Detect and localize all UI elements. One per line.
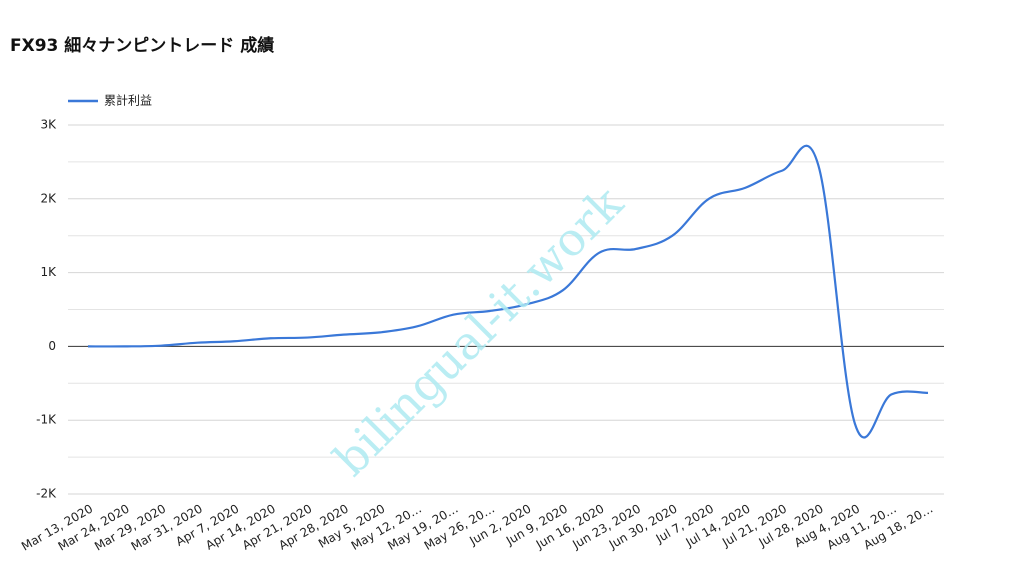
y-tick-label: -2K (36, 487, 57, 501)
watermark: bilingual-it.work (323, 175, 634, 486)
y-tick-label: 1K (40, 265, 57, 279)
y-tick-label: -1K (36, 413, 57, 427)
y-tick-label: 0 (48, 339, 56, 353)
legend-label: 累計利益 (104, 93, 152, 108)
plot (87, 144, 929, 439)
line (87, 144, 929, 439)
y-tick-label: 3K (40, 118, 57, 132)
y-tick-label: 2K (40, 191, 57, 205)
grid (68, 124, 944, 495)
chart-title: FX93 細々ナンピントレード 成績 (10, 35, 274, 56)
